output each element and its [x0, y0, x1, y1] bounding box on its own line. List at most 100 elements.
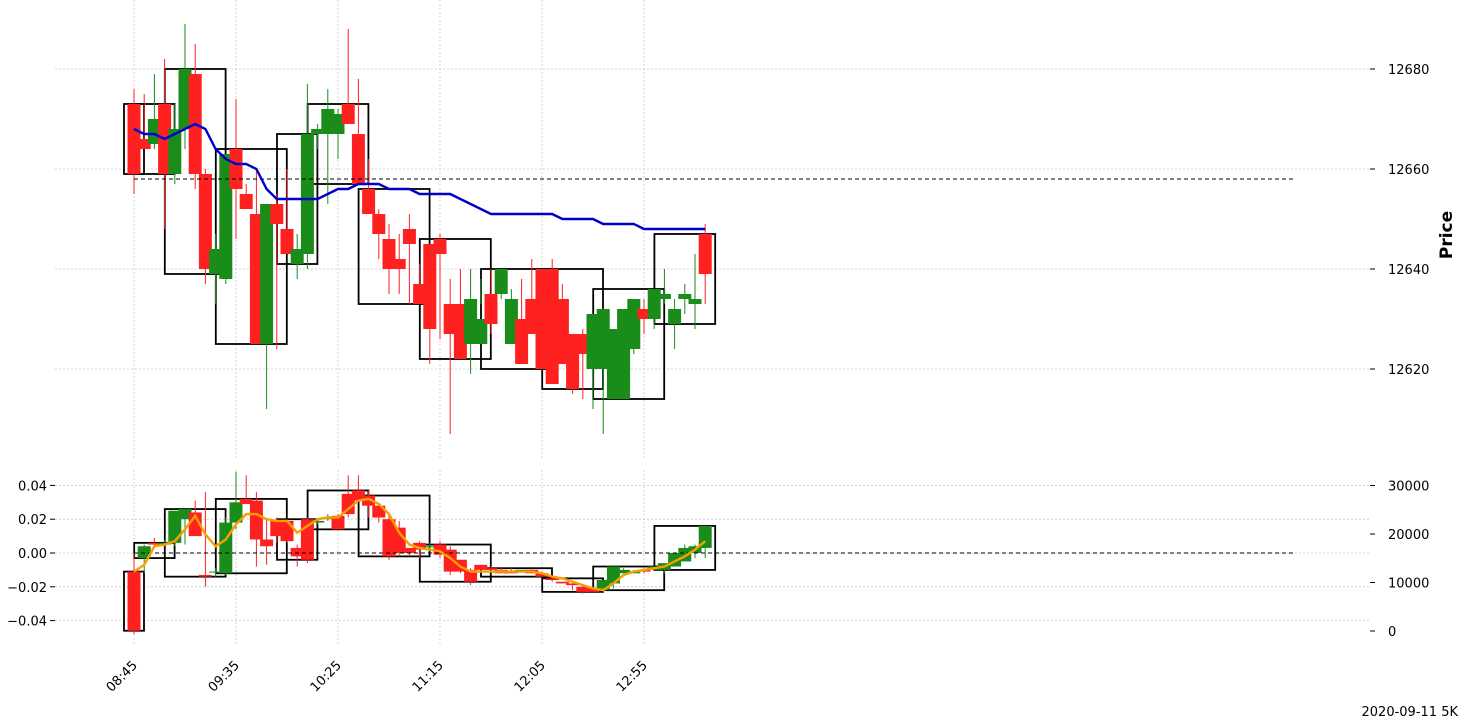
- indicator-candle-body: [402, 547, 416, 553]
- indicator-candle-body: [127, 571, 141, 631]
- x-tick-label: 10:25: [308, 658, 345, 695]
- indicator-candle-body: [219, 522, 233, 574]
- indicator-candle-body: [270, 520, 284, 537]
- indicator-candle-body: [331, 515, 345, 530]
- indicator-candle-body: [545, 578, 559, 581]
- price-ma-line: [133, 122, 706, 231]
- price-candle-body: [535, 269, 549, 369]
- price-candle-body: [260, 204, 274, 344]
- price-candle-body: [637, 309, 651, 319]
- y-tick-label-left: 0.02: [18, 513, 47, 528]
- indicator-candle-body: [566, 583, 580, 586]
- indicator-candle-body: [535, 573, 549, 577]
- price-candle-body: [413, 284, 427, 304]
- price-candle-body: [402, 229, 416, 244]
- grid-lines: [55, 0, 1370, 645]
- price-candle-body: [504, 299, 518, 344]
- indicator-candle-body: [464, 569, 478, 582]
- price-candle-body: [525, 299, 539, 334]
- price-candle-body: [657, 294, 671, 299]
- footer-label: 2020-09-11 5K: [1362, 705, 1459, 720]
- indicator-candle-body: [474, 564, 488, 570]
- price-candle-body: [341, 104, 355, 124]
- price-candle-body: [178, 69, 192, 129]
- indicator-candle-body: [423, 546, 437, 548]
- price-candle-body: [453, 304, 467, 359]
- price-candle-body: [627, 299, 641, 349]
- indicator-candle-body: [290, 547, 304, 557]
- price-candle-body: [270, 204, 284, 224]
- y-tick-label-left: 0.00: [18, 547, 47, 562]
- y-tick-label-right: 10000: [1388, 577, 1429, 592]
- x-tick-label: 08:45: [104, 658, 141, 695]
- price-candles: [127, 24, 712, 434]
- indicator-candle-body: [137, 546, 151, 559]
- price-candle-body: [372, 214, 386, 234]
- price-candle-body: [566, 334, 580, 389]
- price-candle-body: [290, 249, 304, 264]
- price-candle-body: [576, 334, 590, 354]
- indicator-candle-body: [596, 580, 610, 591]
- price-candle-body: [168, 129, 182, 174]
- indicator-candle-body: [555, 581, 569, 584]
- indicator-candle-body: [382, 519, 396, 557]
- price-candle-body: [219, 154, 233, 279]
- price-candle-body: [555, 299, 569, 364]
- indicator-candle-body: [586, 588, 600, 592]
- indicator-candle-body: [311, 520, 325, 523]
- price-candle-body: [392, 259, 406, 269]
- indicator-candle-body: [260, 539, 274, 547]
- price-candle-body: [321, 109, 335, 134]
- price-candle-body: [545, 269, 559, 384]
- price-candle-body: [331, 114, 345, 134]
- indicator-candle-body: [351, 490, 365, 501]
- price-candle-body: [484, 294, 498, 324]
- price-candle-body: [209, 249, 223, 274]
- indicator-candle-body: [413, 542, 427, 550]
- price-candle-body: [280, 229, 294, 254]
- price-candle-body: [198, 174, 212, 269]
- indicator-candle-body: [168, 510, 182, 543]
- indicator-candle-body: [198, 574, 212, 577]
- y-tick-label: 12640: [1388, 263, 1429, 278]
- price-candle-body: [617, 309, 631, 399]
- price-candle-body: [698, 234, 712, 274]
- y-tick-label: 12660: [1388, 163, 1429, 178]
- indicator-candle-body: [209, 571, 223, 573]
- price-candle-body: [596, 309, 610, 369]
- price-candle-body: [362, 189, 376, 214]
- price-candle-body: [147, 119, 161, 144]
- price-candle-body: [127, 104, 141, 174]
- indicator-candle-body: [147, 542, 161, 545]
- indicator-candle-body: [392, 527, 406, 553]
- price-candle-body: [239, 194, 253, 209]
- x-tick-label: 12:05: [512, 658, 549, 695]
- y-tick-label-right: 0: [1388, 625, 1396, 640]
- indicator-candle-body: [249, 500, 263, 540]
- price-range-box: [653, 233, 717, 325]
- x-tick-label: 12:55: [614, 658, 651, 695]
- moving-average-lines: [133, 122, 1296, 592]
- indicator-candle-body: [433, 544, 447, 555]
- price-candle-body: [668, 309, 682, 324]
- price-candle-body: [137, 139, 151, 149]
- y-tick-label: 12620: [1388, 363, 1429, 378]
- x-tick-label: 09:35: [206, 658, 243, 695]
- y-tick-label-right: 20000: [1388, 528, 1429, 543]
- price-candle-body: [464, 299, 478, 344]
- price-candle-body: [474, 319, 488, 344]
- indicator-ma-line: [133, 497, 706, 592]
- x-tick-label: 11:15: [410, 658, 447, 695]
- price-candle-body: [423, 244, 437, 329]
- price-candle-body: [229, 149, 243, 189]
- indicator-candle-body: [239, 498, 253, 504]
- price-candle-body: [311, 129, 325, 134]
- y-tick-label-left: −0.04: [7, 615, 47, 630]
- price-candle-body: [494, 269, 508, 294]
- indicator-candle-body: [484, 568, 498, 570]
- price-candle-body: [382, 239, 396, 269]
- indicator-candle-body: [280, 520, 294, 542]
- y-tick-label-left: −0.02: [7, 581, 47, 596]
- indicator-candle-body: [341, 493, 355, 515]
